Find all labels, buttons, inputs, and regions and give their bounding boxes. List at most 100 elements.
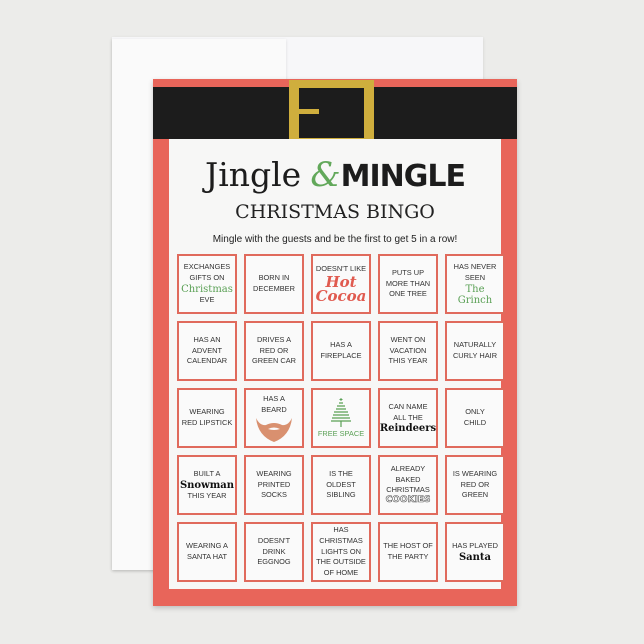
cell-text: HAS [333,525,349,535]
free-space-label: FREE SPACE [317,428,365,438]
bingo-cell[interactable]: EXCHANGES GIFTS ON Christmas EVE [177,254,237,314]
bingo-cell[interactable]: WEARING A SANTA HAT [177,522,237,582]
cell-text: FIREPLACE [320,351,362,360]
instructions: Mingle with the guests and be the first … [212,234,458,245]
bingo-cell[interactable]: WEARING RED LIPSTICK [177,388,237,448]
cell-text: SOCKS [261,490,287,500]
cell-text: DOESN'T [257,535,291,545]
cell-text: HAS AN [193,334,221,344]
cell-text: GIFTS ON [189,273,225,283]
cell-text: IS WEARING [452,468,498,478]
cell-text: BAKED [395,474,421,484]
bingo-cell[interactable]: IS WEARING RED OR GREEN [445,455,505,515]
cell-text: RED LIPSTICK [181,418,233,427]
cell-text: ONLY [465,407,485,417]
cell-text: LIGHTS ON [321,546,361,556]
bingo-cell[interactable]: THE HOST OF THE PARTY [378,522,438,582]
cell-text: SANTA HAT [187,552,227,561]
cell-text: BEARD [261,405,287,414]
bingo-cell[interactable]: DRIVES A RED OR GREEN CAR [244,321,304,381]
cell-text: ALL THE [393,412,423,422]
bingo-cell[interactable]: HAS AN ADVENT CALENDAR [177,321,237,381]
cell-text: HAS A [330,340,352,350]
cell-text: BUILT A [193,468,221,478]
cell-text: CAN NAME [388,401,428,411]
bingo-card: Jingle &MINGLE CHRISTMAS BINGO Mingle wi… [153,79,517,606]
bingo-cell[interactable]: IS THE OLDEST SIBLING [311,455,371,515]
bingo-cell[interactable]: DOESN'T LIKE Hot Cocoa [311,254,371,314]
cell-text: DECEMBER [253,284,295,293]
cell-highlight-word: COOKIES [385,495,431,506]
belt-buckle-icon [289,80,374,146]
cell-text: PUTS UP [391,267,425,277]
cell-highlight-word: Snowman [179,479,235,491]
cell-text: CHRISTMAS [386,485,430,495]
bingo-cell[interactable]: PUTS UP MORE THAN ONE TREE [378,254,438,314]
cell-text: HAS A [263,394,285,404]
bingo-cell[interactable]: ALREADY BAKED CHRISTMAS COOKIES [378,455,438,515]
cell-text: CURLY HAIR [452,351,498,360]
cell-text: CHRISTMAS [319,535,363,545]
cell-text: THIS YEAR [187,490,227,500]
cell-highlight-word: Reindeers [379,423,437,435]
cell-text: SIBLING [326,490,356,500]
bingo-cell[interactable]: ONLY CHILD [445,388,505,448]
bingo-cell[interactable]: BORN IN DECEMBER [244,254,304,314]
cell-text: HAS NEVER [453,262,497,272]
cell-text: HAS PLAYED [452,541,498,551]
cell-text: WEARING [256,468,292,478]
cell-text: BORN IN [258,273,290,283]
cell-text: ALREADY [390,463,426,473]
cell-text: THE OUTSIDE [316,557,366,567]
bingo-cell[interactable]: WENT ON VACATION THIS YEAR [378,321,438,381]
cell-text: DRIVES A [256,334,292,344]
page-title: Jingle &MINGLE [169,155,501,195]
title-mingle: MINGLE [340,159,466,194]
cell-text: WEARING [189,407,225,417]
bingo-cell[interactable]: HAS A BEARD [244,388,304,448]
cell-text: WENT ON [390,334,426,344]
card-panel: Jingle &MINGLE CHRISTMAS BINGO Mingle wi… [169,139,505,589]
title-ampersand: & [310,155,341,195]
cell-text: OLDEST [326,479,356,489]
bingo-cell[interactable]: NATURALLY CURLY HAIR [445,321,505,381]
bingo-cell[interactable]: CAN NAME ALL THE Reindeers [378,388,438,448]
bingo-cell[interactable]: HAS A FIREPLACE [311,321,371,381]
cell-text: WEARING A [186,541,228,551]
title-jingle: Jingle [204,155,302,194]
cell-text: PRINTED [257,479,291,489]
cell-text: IS THE [329,468,353,478]
cell-highlight-word: Christmas [181,283,233,295]
cell-text: CALENDAR [186,356,228,366]
bingo-cell[interactable]: WEARING PRINTED SOCKS [244,455,304,515]
cell-text: DOESN'T LIKE [315,264,367,274]
cell-text: MORE THAN [385,278,431,288]
cell-highlight-word: Santa [458,551,492,563]
cell-text: GREEN [461,490,489,500]
cell-text: OF HOME [323,568,359,578]
subtitle: CHRISTMAS BINGO [235,201,435,223]
cell-text: VACATION [389,345,427,355]
cell-text: NATURALLY [453,340,497,350]
cell-text: THE HOST OF [383,541,433,551]
cell-text: THE PARTY [387,552,429,561]
free-space-cell[interactable]: FREE SPACE [311,388,371,448]
cell-highlight-word: The Grinch [457,283,493,306]
cell-text: EXCHANGES [183,262,231,272]
cell-highlight-word: Hot Cocoa [315,273,367,306]
cell-text: DRINK [262,546,286,556]
bingo-cell[interactable]: HAS NEVER SEEN The Grinch [445,254,505,314]
beard-icon [255,416,293,442]
tree-icon [329,397,353,429]
bingo-cell[interactable]: DOESN'T DRINK EGGNOG [244,522,304,582]
cell-text: EVE [199,294,215,304]
bingo-cell[interactable]: HAS CHRISTMAS LIGHTS ON THE OUTSIDE OF HOME [311,522,371,582]
cell-text: SEEN [464,273,486,282]
cell-text: ONE TREE [389,289,427,299]
cell-text: CHILD [463,418,487,427]
bingo-cell[interactable]: BUILT A Snowman THIS YEAR [177,455,237,515]
bingo-cell[interactable]: HAS PLAYED Santa [445,522,505,582]
cell-text: EGGNOG [257,557,291,567]
cell-text: ADVENT [192,345,222,355]
cell-text: GREEN CAR [252,356,296,366]
